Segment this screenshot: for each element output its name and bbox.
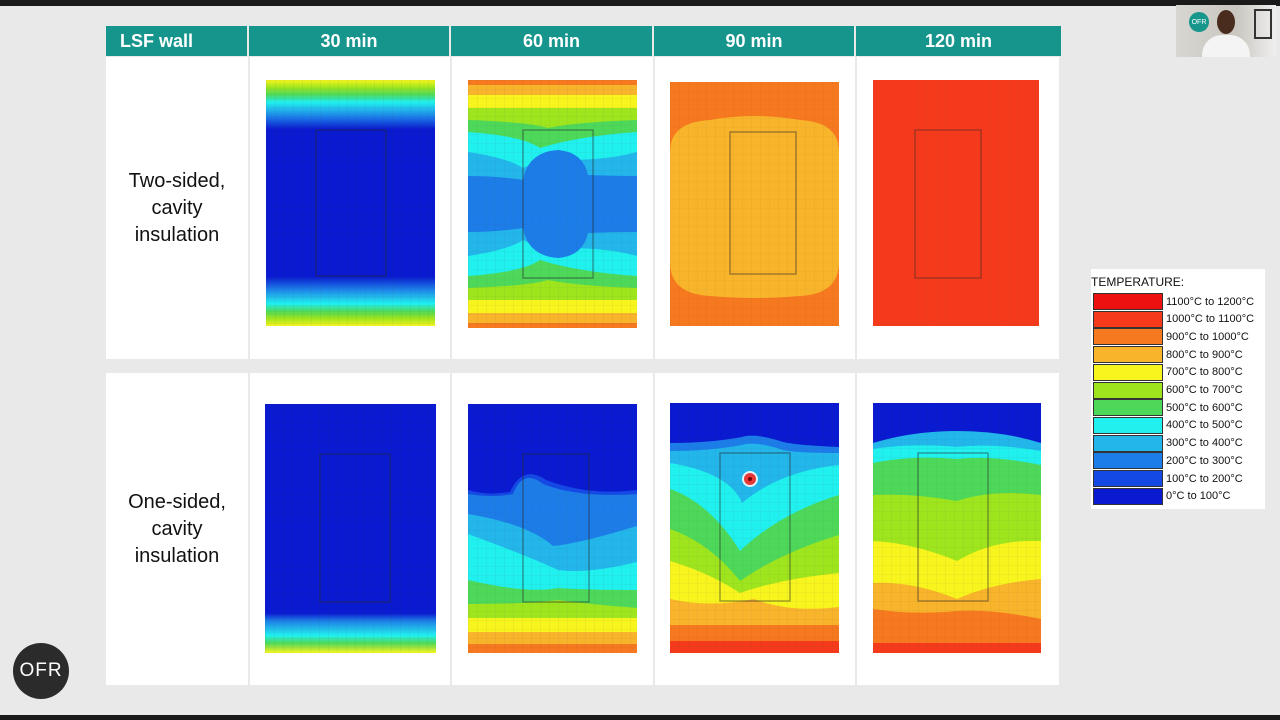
legend-item: 900°C to 1000°C — [1093, 328, 1249, 346]
legend-item: 400°C to 500°C — [1093, 416, 1243, 434]
legend-item: 1100°C to 1200°C — [1093, 293, 1254, 310]
bottom-letterbox — [0, 715, 1280, 720]
legend-item: 600°C to 700°C — [1093, 381, 1243, 399]
row2-label-line1: One-sided, — [128, 490, 226, 513]
presenter-webcam: OFR — [1176, 5, 1276, 57]
legend-item: 300°C to 400°C — [1093, 434, 1243, 452]
legend-label: 200°C to 300°C — [1166, 454, 1243, 467]
legend-label: 0°C to 100°C — [1166, 490, 1231, 503]
legend-label: 600°C to 700°C — [1166, 384, 1243, 396]
legend-label: 700°C to 800°C — [1166, 366, 1243, 379]
webcam-ofr-logo: OFR — [1189, 12, 1209, 32]
sim-two-sided-90min — [670, 82, 839, 326]
legend-swatch — [1093, 293, 1163, 310]
legend-item: 500°C to 600°C — [1093, 399, 1243, 417]
sim-one-sided-120min — [873, 403, 1041, 653]
legend-label: 1100°C to 1200°C — [1166, 295, 1255, 308]
temperature-legend: TEMPERATURE: 1100°C to 1200°C 1000°C to 1… — [1091, 269, 1265, 509]
legend-swatch — [1093, 328, 1163, 346]
sim-one-sided-60min — [468, 404, 637, 653]
sim-one-sided-30min — [265, 404, 436, 653]
header-60-min: 60 min — [451, 26, 654, 56]
legend-swatch — [1093, 470, 1163, 487]
legend-item: 100°C to 200°C — [1093, 470, 1243, 487]
legend-swatch — [1093, 399, 1163, 417]
row1-label-line1: Two-sided, — [128, 169, 226, 192]
legend-swatch — [1093, 487, 1163, 505]
row1-label-cell: Two-sided, cavity insulation — [106, 57, 248, 359]
legend-swatch — [1093, 452, 1163, 470]
laser-pointer-cursor — [744, 473, 756, 485]
legend-item: 200°C to 300°C — [1093, 452, 1243, 470]
legend-item: 1000°C to 1100°C — [1093, 310, 1255, 328]
legend-item: 0°C to 100°C — [1093, 487, 1231, 505]
legend-swatch — [1093, 363, 1163, 381]
header-120-min: 120 min — [856, 26, 1061, 56]
sim-two-sided-30min — [266, 80, 435, 326]
presenter-head — [1217, 10, 1235, 34]
legend-label: 400°C to 500°C — [1166, 419, 1243, 432]
legend-label: 100°C to 200°C — [1166, 472, 1243, 485]
legend-label: 500°C to 600°C — [1166, 401, 1243, 414]
row1-label-line2: cavity — [151, 196, 203, 219]
legend-swatch — [1093, 346, 1163, 364]
header-90-min: 90 min — [654, 26, 856, 56]
header-lsf-wall: LSF wall — [106, 26, 249, 56]
row2-label-cell: One-sided, cavity insulation — [106, 373, 248, 685]
row2-label: One-sided, cavity insulation — [106, 373, 248, 685]
legend-label: 300°C to 400°C — [1166, 437, 1243, 450]
legend-item: 700°C to 800°C — [1093, 363, 1243, 381]
legend-swatch — [1093, 381, 1163, 399]
legend-label: 900°C to 1000°C — [1166, 330, 1249, 343]
legend-swatch — [1093, 310, 1163, 328]
sim-two-sided-60min — [468, 80, 637, 328]
ofr-logo: OFR — [13, 643, 69, 699]
webcam-background-frame — [1254, 9, 1272, 39]
legend-swatch — [1093, 434, 1163, 452]
top-letterbox — [0, 0, 1280, 6]
legend-item: 800°C to 900°C — [1093, 346, 1243, 364]
row1-label: Two-sided, cavity insulation — [106, 57, 248, 359]
row2-label-line2: cavity — [151, 517, 203, 540]
sim-two-sided-120min — [873, 80, 1039, 326]
row1-label-line3: insulation — [134, 223, 220, 246]
row2-label-line3: insulation — [134, 544, 220, 567]
legend-label: 800°C to 900°C — [1166, 348, 1243, 361]
legend-swatch — [1093, 416, 1163, 434]
presenter-body — [1202, 35, 1250, 57]
header-30-min: 30 min — [249, 26, 451, 56]
sim-one-sided-90min — [670, 403, 839, 653]
legend-title: TEMPERATURE: — [1091, 275, 1185, 289]
legend-label: 1000°C to 1100°C — [1166, 313, 1255, 326]
